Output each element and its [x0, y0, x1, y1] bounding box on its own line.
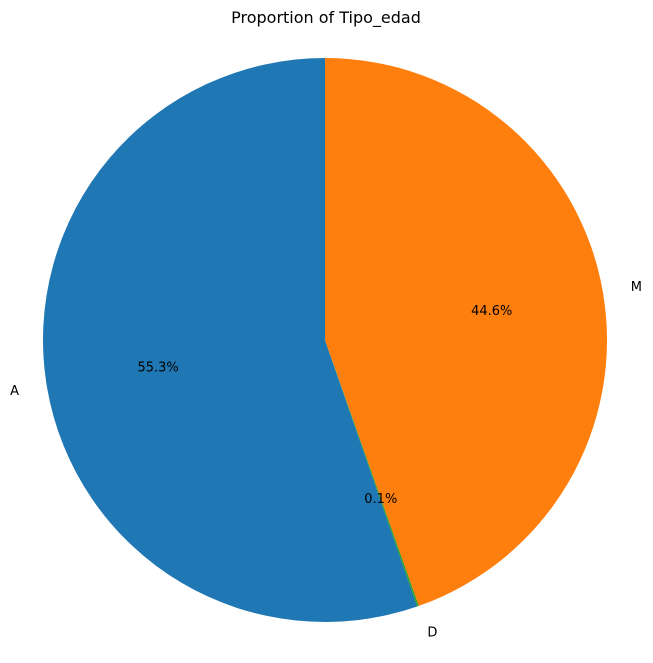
slice-percent-m: 44.6%: [471, 304, 512, 319]
pie-slice-d: [325, 340, 419, 607]
pie-labels: A 55.3% D 0.1% M 44.6%: [10, 280, 642, 640]
pie-slice-m: [325, 58, 607, 606]
slice-percent-d: 0.1%: [364, 492, 397, 507]
chart-title: Proportion of Tipo_edad: [231, 8, 421, 28]
slice-label-m: M: [631, 280, 642, 295]
slice-percent-a: 55.3%: [137, 361, 178, 376]
pie-slices: [43, 58, 607, 622]
pie-slice-a: [43, 58, 418, 622]
slice-label-d: D: [427, 625, 437, 640]
slice-label-a: A: [10, 384, 19, 399]
